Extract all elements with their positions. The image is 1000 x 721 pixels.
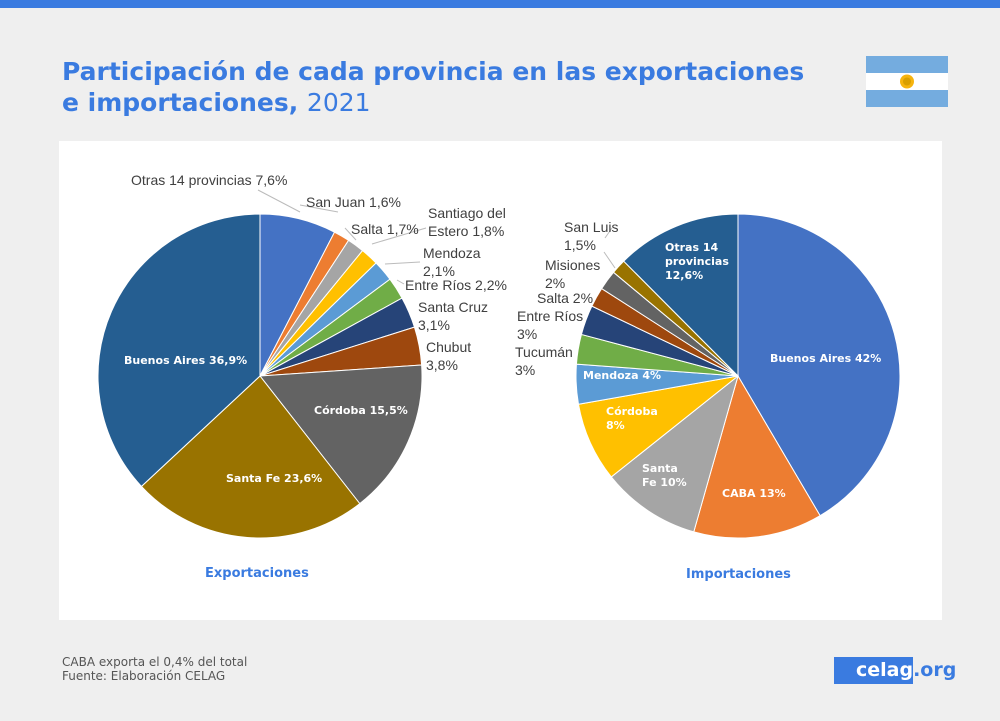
title-main: Participación de cada provincia en las e… [62, 57, 805, 117]
label-exp-salta: Salta 1,7% [351, 221, 419, 237]
label-imp-entrerios: Entre Ríos 3% [517, 308, 584, 342]
leader-line [299, 204, 339, 213]
label-imp-santafe: Santa Fe 10% [642, 462, 687, 489]
label-imp-mendoza: Mendoza 4% [583, 369, 661, 382]
leader-lines [257, 189, 616, 285]
label-imp-sanluis: San Luis 1,5% [564, 219, 619, 253]
logo-suffix: .org [913, 659, 957, 681]
leader-line [396, 279, 405, 285]
label-exp-mendoza: Mendoza 2,1% [423, 245, 481, 279]
logo-main: celag [834, 657, 914, 684]
footer-note: CABA exporta el 0,4% del total [62, 655, 248, 669]
top-accent-bar [0, 0, 1000, 8]
footer: CABA exporta el 0,4% del total Fuente: El… [62, 655, 247, 683]
leader-line [603, 251, 616, 269]
leader-line [604, 227, 613, 239]
exports-subtitle: Exportaciones [205, 566, 309, 581]
label-imp-misiones: Misiones 2% [545, 257, 601, 291]
label-imp-otras: Otras 14 provincias 12,6% [665, 241, 729, 282]
label-imp-salta: Salta 2% [537, 290, 594, 306]
pie-slice-buenos-aires [737, 213, 901, 517]
label-exp-entrerios: Entre Ríos 2,2% [405, 277, 507, 293]
label-exp-sanjuan: San Juan 1,6% [306, 194, 401, 210]
footer-source: Fuente: Elaboración CELAG [62, 669, 226, 683]
pie-slice-buenos-aires [97, 213, 261, 488]
pie-slice-otras-14-provincias [623, 213, 739, 378]
label-exp-santacruz: Santa Cruz 3,1% [418, 299, 489, 333]
imports-pie [575, 213, 901, 539]
label-imp-cordoba: Córdoba 8% [606, 405, 658, 432]
label-exp-santiago: Santiago del Estero 1,8% [428, 205, 506, 239]
exports-pie [97, 213, 423, 539]
pie-slice-santa-fe [610, 374, 739, 533]
leader-line [344, 227, 357, 241]
pie-slice-córdoba [259, 364, 423, 505]
pie-slice-caba [693, 374, 821, 539]
label-exp-santafe: Santa Fe 23,6% [226, 472, 323, 485]
label-exp-cordoba: Córdoba 15,5% [314, 404, 408, 417]
label-exp-buenosaires: Buenos Aires 36,9% [124, 354, 248, 367]
celag-logo[interactable]: celag.org [834, 657, 956, 684]
leader-line [257, 189, 301, 213]
label-imp-tucuman: Tucumán 3% [515, 344, 573, 378]
label-exp-chubut: Chubut 3,8% [426, 339, 472, 373]
label-imp-buenosaires: Buenos Aires 42% [770, 352, 882, 365]
label-imp-caba: CABA 13% [722, 487, 786, 500]
argentina-flag-icon [866, 56, 948, 107]
label-exp-otras: Otras 14 provincias 7,6% [131, 172, 288, 188]
pie-slice-santa-fe [140, 375, 361, 539]
title-year: 2021 [306, 88, 371, 117]
leader-line [384, 261, 421, 265]
imports-subtitle: Importaciones [686, 567, 791, 582]
page-title: Participación de cada provincia en las e… [62, 56, 822, 118]
leader-line [371, 227, 427, 245]
